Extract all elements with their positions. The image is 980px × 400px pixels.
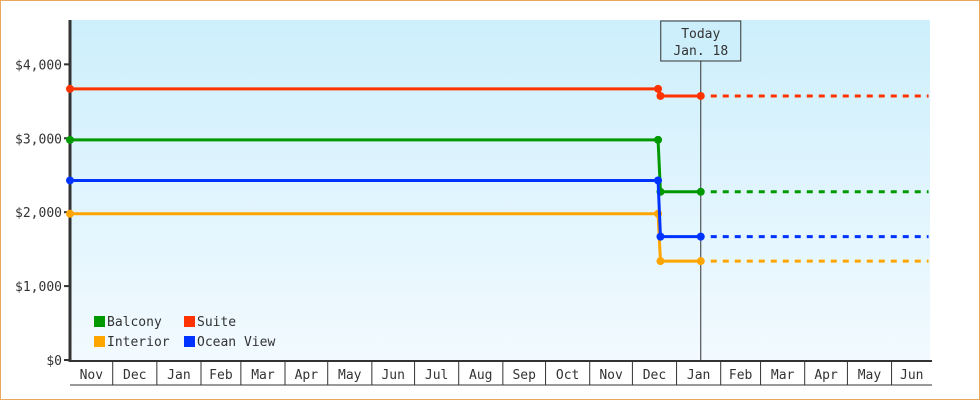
data-point: [696, 91, 705, 100]
data-point: [654, 176, 663, 185]
y-tick-label: $4,000: [15, 58, 62, 73]
x-tick-label: Mar: [251, 368, 275, 383]
legend-swatch: [184, 336, 195, 347]
x-tick-label: May: [338, 368, 362, 383]
x-tick-label: Mar: [771, 368, 795, 383]
today-label: Today: [681, 27, 720, 42]
today-date-label: Jan. 18: [673, 44, 728, 59]
y-tick-label: $0: [46, 354, 62, 369]
plot-area: [70, 20, 930, 360]
data-point: [654, 135, 663, 144]
data-point: [66, 176, 74, 185]
y-tick-label: $3,000: [15, 132, 62, 147]
data-point: [654, 84, 663, 93]
legend-swatch: [94, 336, 105, 347]
x-tick-label: Jan: [167, 368, 190, 383]
data-point: [66, 209, 74, 218]
legend-label: Ocean View: [197, 335, 275, 350]
legend-label: Balcony: [107, 315, 162, 330]
x-tick-label: Dec: [123, 368, 146, 383]
x-tick-label: Apr: [814, 368, 838, 383]
data-point: [656, 232, 665, 241]
x-tick-label: Aug: [469, 368, 492, 383]
data-point: [656, 257, 665, 266]
data-point: [656, 91, 665, 100]
x-tick-label: Dec: [643, 368, 666, 383]
x-tick-label: May: [858, 368, 882, 383]
data-point: [696, 232, 705, 241]
today-label-box: [660, 20, 742, 62]
x-tick-label: Feb: [729, 368, 753, 383]
y-tick-label: $2,000: [15, 206, 62, 221]
x-tick-label: Sep: [512, 368, 536, 383]
y-tick-label: $1,000: [15, 280, 62, 295]
x-tick-label: Oct: [556, 368, 579, 383]
x-tick-label: Jun: [900, 368, 923, 383]
x-tick-label: Nov: [599, 368, 623, 383]
x-tick-label: Nov: [80, 368, 104, 383]
data-point: [696, 187, 705, 196]
x-tick-label: Jan: [687, 368, 710, 383]
x-tick-label: Feb: [209, 368, 233, 383]
series-line-3: [70, 178, 701, 239]
data-point: [66, 84, 74, 93]
legend-label: Suite: [197, 315, 236, 330]
legend-label: Interior: [107, 335, 170, 350]
x-tick-label: Jun: [381, 368, 404, 383]
data-point: [696, 257, 705, 266]
x-tick-label: Jul: [425, 368, 448, 383]
legend-swatch: [94, 316, 105, 327]
data-point: [66, 135, 74, 144]
legend-swatch: [184, 316, 195, 327]
series-line-0: [70, 138, 701, 194]
x-tick-label: Apr: [295, 368, 319, 383]
